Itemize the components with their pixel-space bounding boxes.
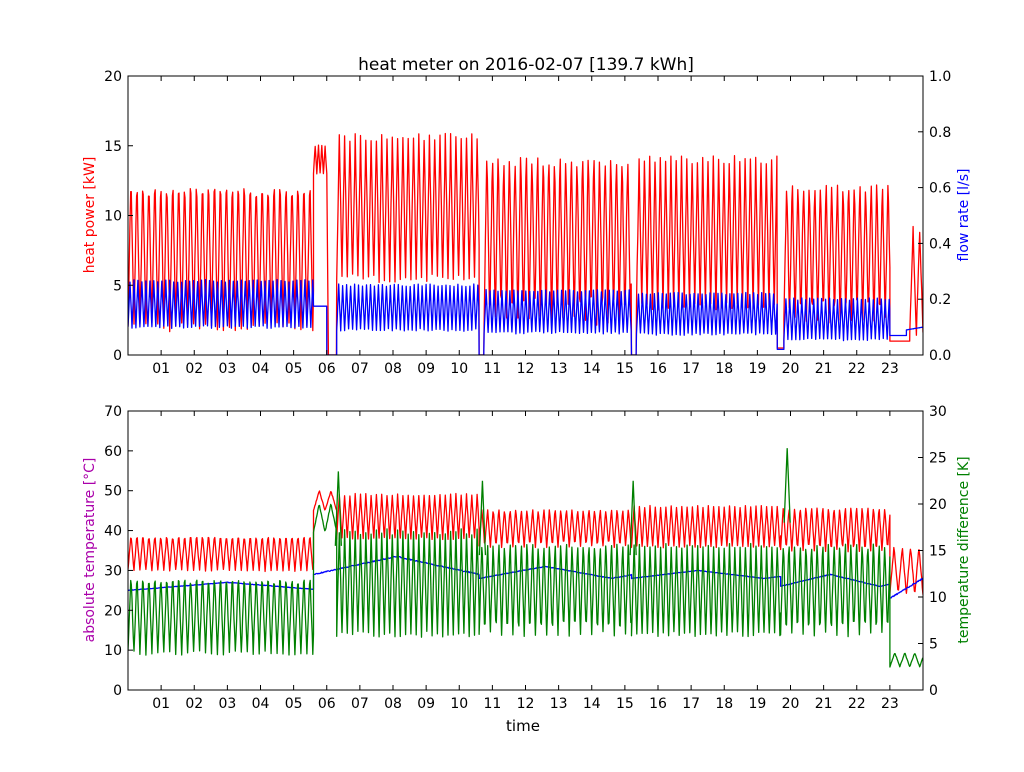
y2-tick-label: 0 xyxy=(929,683,938,699)
x-tick-label: 10 xyxy=(450,696,468,712)
series-group xyxy=(128,132,923,355)
x-tick-label: 05 xyxy=(285,361,303,377)
x-tick-label: 16 xyxy=(649,361,667,377)
x-tick-label: 15 xyxy=(616,361,634,377)
y2-tick-label: 30 xyxy=(929,404,947,420)
x-tick-label: 06 xyxy=(318,361,336,377)
y2-tick-label: 1.0 xyxy=(929,69,951,85)
y-tick-label: 10 xyxy=(104,643,122,659)
x-tick-label: 03 xyxy=(218,696,236,712)
x-tick-label: 12 xyxy=(517,361,535,377)
series-line-1-0 xyxy=(128,490,923,595)
x-tick-label: 01 xyxy=(152,696,170,712)
x-tick-label: 14 xyxy=(583,696,601,712)
x-tick-label: 13 xyxy=(550,361,568,377)
x-tick-label: 04 xyxy=(252,696,270,712)
y-axis-label-temperature-difference: temperature difference [K] xyxy=(956,456,972,643)
series-peak-2 xyxy=(629,480,637,556)
x-tick-label: 07 xyxy=(351,361,369,377)
y-tick-label: 0 xyxy=(113,348,122,364)
x-tick-label: 16 xyxy=(649,696,667,712)
x-tick-label: 09 xyxy=(417,361,435,377)
plot-area-heat-power: 01 02 03 04 05 06 07 08 09 10 11 12 13 14 15 16 17 18 19 20… xyxy=(104,69,951,377)
chart-title: heat meter on 2016-02-07 [139.7 kWh] xyxy=(358,55,694,75)
x-tick-label: 10 xyxy=(450,361,468,377)
y2-tick-label: 0.2 xyxy=(929,292,951,308)
x-tick-label: 05 xyxy=(285,696,303,712)
x-axis-label-time: time xyxy=(506,717,540,735)
x-tick-label: 03 xyxy=(218,361,236,377)
y-tick-label: 20 xyxy=(104,603,122,619)
y2-tick-label: 0.4 xyxy=(929,236,951,252)
y-tick-label: 15 xyxy=(104,139,122,155)
x-tick-label: 08 xyxy=(384,361,402,377)
series-line-1-2 xyxy=(128,503,923,668)
x-tick-label: 23 xyxy=(881,696,899,712)
series-peak-0 xyxy=(334,471,342,546)
x-tick-label: 02 xyxy=(185,361,203,377)
series-peak-3 xyxy=(783,448,791,523)
x-tick-label: 18 xyxy=(715,361,733,377)
x-tick-label: 18 xyxy=(715,696,733,712)
x-tick-label: 12 xyxy=(517,696,535,712)
x-tick-label: 22 xyxy=(848,696,866,712)
y-tick-label: 50 xyxy=(104,484,122,500)
x-tick-label: 19 xyxy=(748,361,766,377)
x-tick-label: 23 xyxy=(881,361,899,377)
x-tick-label: 08 xyxy=(384,696,402,712)
y-tick-label: 60 xyxy=(104,444,122,460)
y-axis-label-heat-power: heat power [kW] xyxy=(82,157,98,274)
x-tick-label: 14 xyxy=(583,361,601,377)
x-tick-label: 01 xyxy=(152,361,170,377)
x-tick-label: 22 xyxy=(848,361,866,377)
y-axis-label-flow-rate: flow rate [l/s] xyxy=(956,169,972,262)
series-peak-1 xyxy=(478,480,487,556)
x-tick-label: 11 xyxy=(483,361,501,377)
y-tick-label: 40 xyxy=(104,524,122,540)
y2-tick-label: 20 xyxy=(929,497,947,513)
x-tick-label: 21 xyxy=(815,361,833,377)
y2-tick-label: 0.0 xyxy=(929,348,951,364)
x-tick-label: 02 xyxy=(185,696,203,712)
series-line-0-1 xyxy=(128,279,923,355)
x-tick-label: 04 xyxy=(252,361,270,377)
y-tick-label: 10 xyxy=(104,209,122,225)
y2-tick-label: 10 xyxy=(929,590,947,606)
y2-tick-label: 0.8 xyxy=(929,125,951,141)
plot-area-temperature: 01 02 03 04 05 06 07 08 09 10 11 12 13 14 15 16 17 18 19 20… xyxy=(104,404,947,712)
x-tick-label: 15 xyxy=(616,696,634,712)
x-tick-label: 19 xyxy=(748,696,766,712)
y2-tick-label: 25 xyxy=(929,451,947,467)
y2-tick-label: 5 xyxy=(929,637,938,653)
x-tick-label: 11 xyxy=(483,696,501,712)
series-group xyxy=(128,448,923,668)
y2-tick-label: 15 xyxy=(929,544,947,560)
y-axis-label-absolute-temperature: absolute temperature [°C] xyxy=(82,458,98,643)
x-tick-label: 20 xyxy=(782,361,800,377)
x-tick-label: 21 xyxy=(815,696,833,712)
x-tick-label: 20 xyxy=(782,696,800,712)
y2-tick-label: 0.6 xyxy=(929,181,951,197)
x-tick-label: 13 xyxy=(550,696,568,712)
x-tick-label: 17 xyxy=(682,361,700,377)
x-tick-label: 06 xyxy=(318,696,336,712)
y-tick-label: 30 xyxy=(104,563,122,579)
x-tick-label: 07 xyxy=(351,696,369,712)
y-tick-label: 5 xyxy=(113,278,122,294)
y-tick-label: 0 xyxy=(113,683,122,699)
x-tick-label: 17 xyxy=(682,696,700,712)
y-tick-label: 70 xyxy=(104,404,122,420)
x-tick-label: 09 xyxy=(417,696,435,712)
y-tick-label: 20 xyxy=(104,69,122,85)
